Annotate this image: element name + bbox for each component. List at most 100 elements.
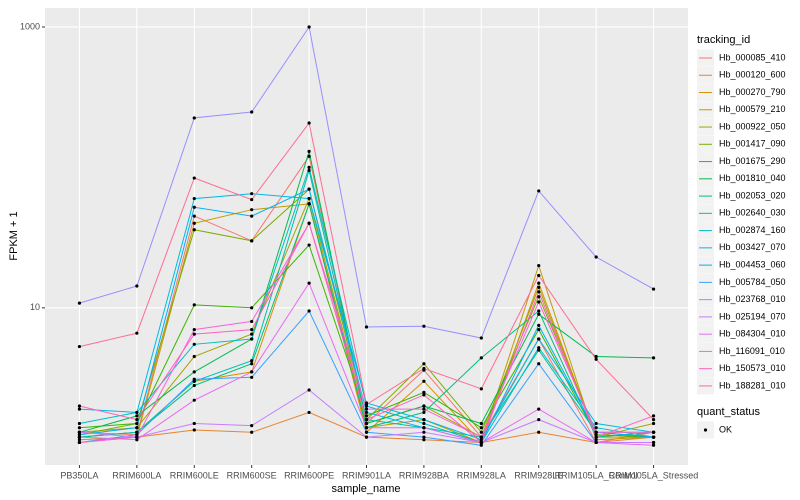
data-point [594,426,598,430]
data-point [192,377,196,381]
data-point [307,309,311,313]
legend-label: Hb_000120_600 [719,70,786,80]
legend-label: Hb_002874_160 [719,225,786,235]
data-point [192,428,196,432]
data-point [77,404,82,408]
data-point [307,388,311,392]
data-point [594,430,598,434]
data-point [192,176,196,180]
data-point [192,332,196,336]
data-point [192,221,196,225]
data-point [307,149,311,154]
data-point [479,430,483,434]
data-point [307,196,311,201]
data-point [250,370,254,374]
data-point [594,421,598,426]
y-axis-label: FPKM + 1 [8,211,20,260]
data-point [135,331,139,335]
x-tick-label: RRIM600LA [112,470,161,480]
legend-point [703,428,708,432]
data-point [307,168,311,173]
data-point [422,362,426,366]
data-point [422,410,426,415]
legend-label: Hb_000270_790 [719,87,786,97]
data-point [77,440,82,445]
legend-label: Hb_001675_290 [719,156,786,166]
data-point [537,337,541,341]
data-point [77,344,82,349]
legend-label: Hb_003427_070 [719,242,786,252]
data-point [77,430,82,434]
data-point [537,263,541,268]
x-tick-label: RRIM928LA [457,470,506,480]
data-point [77,438,82,442]
legend-label: Hb_001417_090 [719,139,786,149]
legend-label: Hb_116091_010 [719,346,785,356]
x-tick-label: RRIM928BA [399,470,449,480]
data-point [537,362,541,366]
data-point [537,323,541,327]
x-tick-label: RRIM105LA_Control [555,470,638,480]
data-point [651,440,656,445]
data-point [537,348,541,352]
data-point [77,407,82,411]
data-point [479,443,483,447]
data-point [77,426,82,430]
data-point [192,205,196,209]
data-point [479,438,483,442]
data-point [192,370,196,374]
data-point [250,337,254,341]
data-point [250,332,254,336]
legend-label: Hb_188281_010 [719,380,786,390]
data-point [135,426,139,430]
data-point [307,221,311,225]
data-point [192,354,196,359]
data-point [594,433,598,437]
data-point [250,424,254,428]
y-tick-label: 10 [30,302,40,312]
data-point [422,438,426,442]
data-point [537,430,541,434]
data-point [192,383,196,388]
data-point [651,414,656,418]
x-tick-label: RRIM600SE [227,470,277,480]
data-point [77,301,82,305]
data-point [651,421,656,426]
data-point [364,414,369,418]
data-point [77,435,82,439]
x-tick-label: RRIM105LA_Stressed [609,470,699,480]
data-point [422,426,426,430]
data-point [537,417,541,422]
data-point [77,421,82,426]
legend-label: Hb_025194_070 [719,311,786,321]
data-point [479,356,483,360]
data-point [364,421,369,426]
data-point [651,417,656,422]
data-point [135,433,139,437]
data-point [422,324,426,328]
x-tick-label: RRIM928LE [514,470,563,480]
data-point [135,421,139,426]
data-point [307,25,311,29]
data-point [135,410,139,415]
data-point [422,379,426,383]
legend-label: Hb_023768_010 [719,294,786,304]
x-tick-label: RRIM600LE [170,470,219,480]
data-point [250,239,254,243]
legend-label: Hb_005784_050 [719,277,786,287]
data-point [479,336,483,340]
data-point [479,435,483,439]
data-point [192,327,196,332]
data-point [537,273,541,278]
legend-label: Hb_004453_060 [719,259,786,269]
data-point [364,426,369,430]
data-point [250,319,254,324]
data-point [192,116,196,120]
data-point [651,430,656,434]
data-point [250,306,254,310]
data-point [250,362,254,366]
data-point [364,435,369,439]
data-point [537,327,541,332]
data-point [250,208,254,212]
data-point [250,375,254,379]
